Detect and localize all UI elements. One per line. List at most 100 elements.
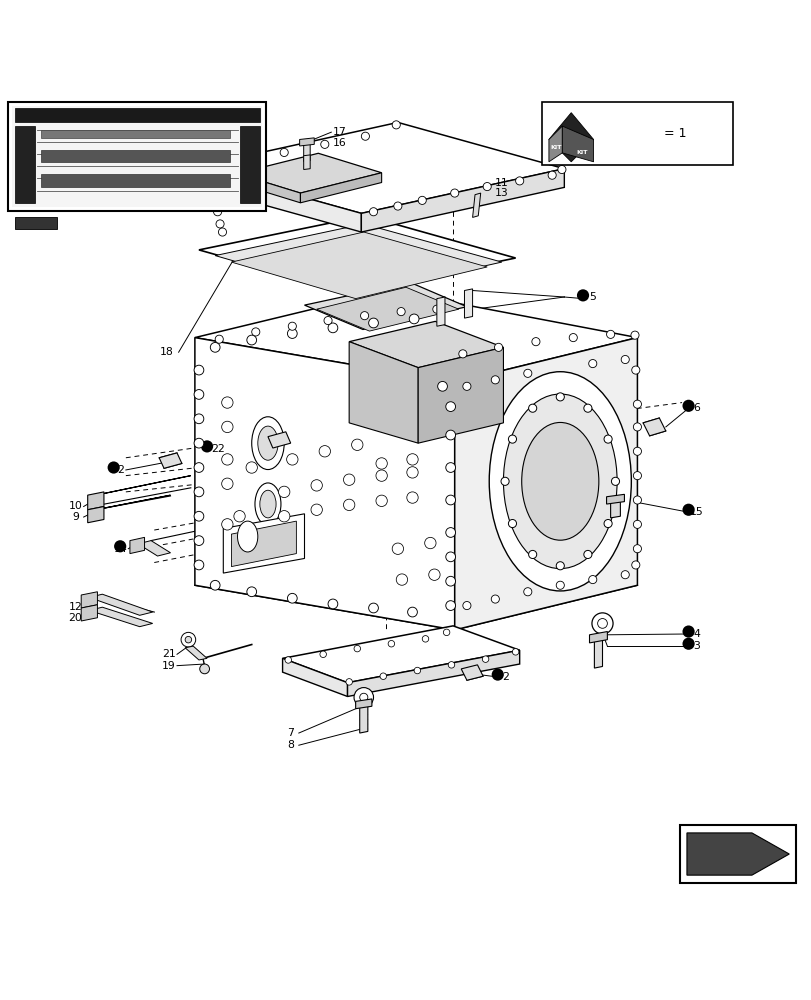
Circle shape [483, 183, 491, 191]
Bar [542, 102, 732, 165]
Circle shape [368, 318, 378, 328]
Text: KIT: KIT [576, 150, 587, 155]
Circle shape [603, 519, 611, 528]
Circle shape [216, 220, 224, 228]
Circle shape [620, 571, 629, 579]
Polygon shape [138, 541, 170, 556]
Circle shape [437, 381, 447, 391]
Polygon shape [88, 506, 104, 523]
Polygon shape [355, 699, 371, 709]
Circle shape [583, 550, 591, 559]
Circle shape [368, 603, 378, 613]
Polygon shape [185, 646, 207, 660]
Circle shape [450, 189, 458, 197]
Circle shape [508, 435, 516, 443]
Text: 9: 9 [72, 512, 79, 522]
Circle shape [432, 305, 440, 313]
Circle shape [247, 587, 256, 597]
Polygon shape [199, 216, 515, 292]
Bar [15, 126, 35, 203]
Circle shape [482, 656, 488, 662]
Polygon shape [418, 347, 503, 443]
Circle shape [633, 400, 641, 408]
Circle shape [523, 369, 531, 377]
Polygon shape [215, 224, 501, 295]
Bar [41, 174, 230, 187]
Circle shape [319, 446, 330, 457]
Circle shape [380, 673, 386, 679]
Circle shape [409, 314, 418, 324]
Circle shape [523, 588, 531, 596]
Text: 15: 15 [689, 507, 702, 517]
Circle shape [280, 148, 288, 157]
Circle shape [213, 208, 221, 216]
Circle shape [458, 350, 466, 358]
Circle shape [407, 607, 417, 617]
Ellipse shape [260, 490, 276, 518]
Circle shape [633, 472, 641, 480]
Circle shape [556, 562, 564, 570]
Circle shape [194, 463, 204, 472]
Circle shape [388, 640, 394, 647]
Bar [12, 106, 262, 207]
Circle shape [406, 454, 418, 465]
Circle shape [343, 474, 354, 485]
Circle shape [418, 196, 426, 204]
Circle shape [285, 657, 291, 663]
Polygon shape [237, 153, 381, 193]
Circle shape [644, 126, 659, 141]
Circle shape [235, 157, 243, 165]
Circle shape [311, 480, 322, 491]
Text: 10: 10 [68, 501, 83, 511]
Circle shape [181, 632, 195, 647]
Circle shape [218, 228, 226, 236]
Circle shape [406, 492, 418, 503]
Polygon shape [589, 632, 607, 643]
Circle shape [221, 397, 233, 408]
Polygon shape [561, 126, 593, 162]
Text: 21: 21 [162, 649, 175, 659]
Circle shape [491, 595, 499, 603]
Bar [41, 130, 230, 138]
Text: = 1: = 1 [663, 127, 686, 140]
Circle shape [583, 404, 591, 412]
Circle shape [576, 289, 589, 301]
Circle shape [630, 331, 638, 339]
Circle shape [392, 543, 403, 554]
Polygon shape [237, 174, 300, 203]
Circle shape [445, 576, 455, 586]
Circle shape [234, 511, 245, 522]
Text: KIT: KIT [550, 145, 561, 150]
Circle shape [445, 430, 455, 440]
Polygon shape [15, 217, 57, 229]
Polygon shape [195, 291, 637, 382]
Circle shape [445, 495, 455, 505]
Ellipse shape [214, 162, 237, 177]
Circle shape [246, 462, 257, 473]
Circle shape [508, 519, 516, 528]
Circle shape [631, 561, 639, 569]
Text: 6: 6 [693, 403, 699, 413]
Circle shape [287, 329, 297, 338]
Ellipse shape [251, 417, 284, 470]
Circle shape [210, 580, 220, 590]
Polygon shape [316, 287, 458, 331]
Text: 5: 5 [589, 292, 595, 302]
Circle shape [375, 470, 387, 481]
Circle shape [247, 335, 256, 345]
Circle shape [448, 662, 454, 668]
Bar [15, 108, 260, 122]
Circle shape [597, 619, 607, 628]
Polygon shape [464, 289, 472, 318]
Circle shape [569, 334, 577, 342]
Circle shape [200, 440, 212, 452]
Circle shape [588, 360, 596, 368]
Bar [41, 150, 230, 162]
Circle shape [194, 511, 204, 521]
Polygon shape [231, 232, 487, 299]
Circle shape [278, 511, 290, 522]
Ellipse shape [521, 422, 598, 540]
Circle shape [445, 552, 455, 562]
Polygon shape [594, 636, 602, 668]
Ellipse shape [488, 372, 630, 591]
